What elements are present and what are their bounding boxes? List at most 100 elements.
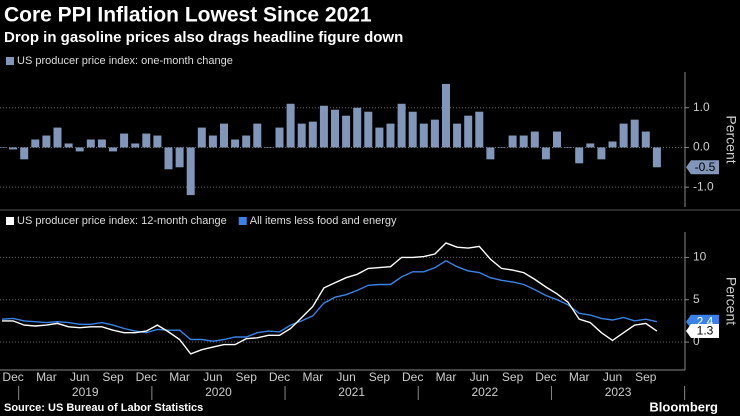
- bar: [541, 147, 550, 160]
- bar: [220, 123, 228, 148]
- bar: [575, 147, 584, 164]
- value-tag: [686, 160, 719, 175]
- legend-swatch: [6, 57, 14, 65]
- bar: [442, 83, 450, 148]
- bar: [364, 111, 373, 148]
- bar: [619, 123, 628, 148]
- legend-swatch: [238, 217, 247, 225]
- x-tick-label: Mar: [569, 370, 590, 384]
- x-tick-label: Jun: [336, 370, 355, 384]
- bar: [608, 141, 617, 148]
- value-tag-label: -0.5: [695, 160, 716, 174]
- bar: [430, 119, 439, 148]
- bar: [508, 135, 517, 148]
- bar: [586, 143, 595, 148]
- x-tick-label: Mar: [302, 370, 323, 384]
- bar: [553, 131, 561, 148]
- x-tick-label: Jun: [203, 370, 222, 384]
- y-tick-label: 1.0: [693, 100, 710, 114]
- bar: [142, 133, 151, 148]
- x-tick-label: Mar: [169, 370, 190, 384]
- bar: [275, 127, 284, 148]
- y-tick-label: 0.0: [693, 140, 710, 154]
- chart-title: Core PPI Inflation Lowest Since 2021: [4, 4, 372, 27]
- year-label: 2019: [72, 385, 99, 399]
- bar: [120, 133, 129, 148]
- bar: [652, 147, 661, 168]
- bar: [564, 147, 573, 148]
- chart-subtitle: Drop in gasoline prices also drags headl…: [4, 29, 403, 46]
- y-axis-label: Percent: [723, 277, 739, 325]
- bar: [286, 103, 295, 148]
- bar: [175, 147, 184, 168]
- bar: [519, 135, 528, 148]
- bar: [42, 135, 51, 148]
- value-tag-label: 1.3: [697, 324, 714, 338]
- x-tick-label: Sep: [635, 370, 657, 384]
- bar: [397, 103, 406, 148]
- x-tick-label: Mar: [436, 370, 457, 384]
- bar: [530, 131, 539, 148]
- bar: [131, 143, 140, 148]
- x-tick-label: Dec: [535, 370, 556, 384]
- x-tick-label: Dec: [136, 370, 157, 384]
- bar: [464, 115, 473, 148]
- y-tick-label: 5: [693, 292, 700, 306]
- legend-label: US producer price index: one-month chang…: [17, 55, 233, 67]
- bar: [264, 147, 273, 148]
- bar: [641, 131, 650, 148]
- x-tick-label: Sep: [369, 370, 391, 384]
- y-tick-label: 0: [693, 334, 700, 348]
- bar: [109, 147, 117, 152]
- bar: [375, 127, 384, 148]
- bar: [64, 143, 73, 148]
- source: Source: US Bureau of Labor Statistics: [4, 402, 203, 414]
- bar: [86, 139, 95, 148]
- bar: [308, 121, 317, 148]
- bar: [597, 147, 606, 160]
- year-label: 2023: [605, 385, 632, 399]
- bar: [208, 135, 217, 148]
- bar: [342, 115, 351, 148]
- x-tick-label: Sep: [102, 370, 124, 384]
- x-tick-label: Sep: [502, 370, 524, 384]
- legend-label: All items less food and energy: [250, 215, 397, 227]
- x-tick-label: Dec: [402, 370, 423, 384]
- bar: [486, 147, 495, 160]
- bar: [319, 105, 328, 148]
- year-label: 2020: [205, 385, 232, 399]
- x-tick-label: Jun: [470, 370, 489, 384]
- bar: [153, 135, 162, 148]
- year-label: 2021: [338, 385, 365, 399]
- y-tick-label: 10: [693, 250, 707, 264]
- bar: [497, 147, 506, 148]
- x-tick-label: Dec: [269, 370, 290, 384]
- bar: [53, 127, 62, 148]
- bar: [20, 147, 29, 160]
- year-label: 2022: [471, 385, 498, 399]
- y-tick-label: -1.0: [693, 179, 714, 193]
- bar: [197, 127, 206, 148]
- x-tick-label: Jun: [70, 370, 89, 384]
- bar: [386, 123, 395, 148]
- bar: [231, 139, 240, 148]
- bar: [164, 147, 173, 170]
- bar: [253, 123, 262, 148]
- bar: [0, 147, 6, 148]
- bar: [242, 135, 251, 148]
- bar: [297, 123, 306, 148]
- x-tick-label: Dec: [2, 370, 23, 384]
- bar: [97, 139, 106, 148]
- bar: [630, 119, 639, 148]
- legend-swatch: [6, 217, 14, 225]
- bar: [186, 147, 195, 196]
- bar: [9, 147, 18, 150]
- x-tick-label: Sep: [236, 370, 258, 384]
- x-tick-label: Mar: [36, 370, 57, 384]
- legend-label: US producer price index: 12-month change: [17, 215, 227, 227]
- bar: [419, 123, 428, 148]
- x-tick-label: Jun: [603, 370, 622, 384]
- line: [1, 259, 658, 342]
- bar: [453, 123, 462, 148]
